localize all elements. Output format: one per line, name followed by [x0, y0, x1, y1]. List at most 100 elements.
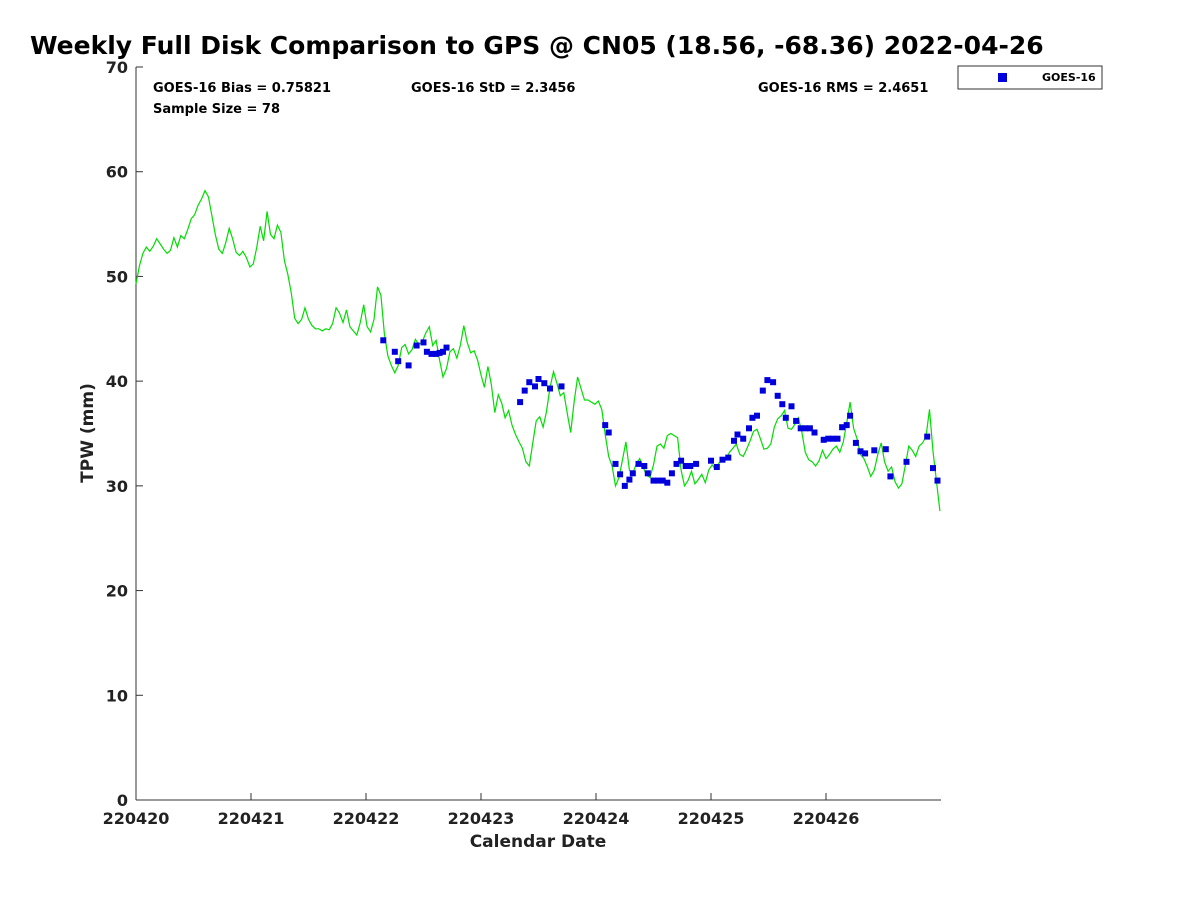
goes16-point	[839, 424, 846, 431]
goes16-point	[825, 435, 832, 442]
y-tick-label: 10	[106, 686, 128, 705]
std-stat: GOES-16 StD = 2.3456	[411, 81, 575, 96]
goes16-point	[602, 422, 609, 429]
goes16-point	[687, 463, 694, 469]
goes16-point	[612, 460, 619, 467]
goes16-point	[558, 383, 565, 390]
goes16-point	[693, 460, 700, 467]
goes16-point	[871, 447, 878, 454]
goes16-point	[436, 349, 443, 356]
goes16-point	[521, 387, 528, 394]
goes16-point	[749, 414, 756, 421]
goes16-point	[673, 460, 680, 467]
series-layer	[135, 189, 941, 512]
goes16-point	[650, 477, 657, 484]
x-tick-label: 220425	[678, 809, 745, 828]
gps-tpw-line	[135, 189, 941, 512]
goes16-point	[782, 414, 789, 421]
stats-block: GOES-16 Bias = 0.75821 GOES-16 StD = 2.3…	[153, 81, 928, 117]
goes16-point	[887, 473, 894, 480]
y-tick-label: 30	[106, 477, 128, 496]
goes16-point	[930, 465, 936, 472]
goes16-point	[644, 470, 651, 477]
goes16-point	[517, 399, 524, 406]
y-tick-label: 0	[117, 791, 128, 810]
legend-box	[957, 65, 1103, 90]
x-tick-label: 220424	[563, 809, 630, 828]
goes16-point	[380, 337, 387, 344]
goes16-point	[708, 457, 714, 464]
goes16-point	[731, 437, 737, 444]
x-tick-label: 220422	[333, 809, 400, 828]
goes16-point	[862, 450, 869, 457]
y-axis-label: TPW (mm)	[78, 383, 98, 483]
x-tick-label: 220420	[103, 809, 170, 828]
goes16-point	[626, 476, 633, 483]
goes16-point	[617, 471, 624, 478]
plot-area: 0 10 20 30 40 50 60 70 220420 220421 220422 220423…	[103, 58, 941, 828]
goes16-point	[852, 439, 859, 446]
goes16-point	[770, 379, 777, 386]
goes16-point	[797, 425, 804, 432]
goes16-point	[882, 446, 889, 453]
y-tick-label: 40	[106, 372, 128, 391]
goes16-point	[655, 477, 662, 484]
goes16-point	[443, 344, 450, 351]
goes16-point	[541, 380, 548, 387]
goes16-point	[779, 401, 786, 408]
goes16-point	[834, 435, 841, 442]
goes16-point	[605, 429, 612, 436]
goes16-point	[829, 435, 836, 442]
plot-background	[136, 67, 941, 800]
legend: GOES-16	[957, 65, 1103, 90]
goes16-point	[847, 412, 854, 419]
goes16-point	[843, 422, 850, 429]
chart-title: Weekly Full Disk Comparison to GPS @ CN0…	[30, 31, 1044, 60]
goes16-point	[535, 376, 542, 382]
goes16-point	[903, 458, 910, 465]
bias-stat: GOES-16 Bias = 0.75821	[153, 81, 331, 96]
y-tick-label: 20	[106, 582, 128, 601]
goes16-point	[635, 460, 642, 467]
goes16-point	[719, 456, 726, 463]
goes16-point	[820, 436, 827, 443]
goes16-point	[621, 482, 628, 489]
y-tick-label: 60	[106, 163, 128, 182]
goes16-point	[629, 470, 636, 477]
goes16-point	[678, 457, 685, 464]
goes16-point	[759, 387, 766, 394]
goes16-point	[754, 412, 760, 419]
goes16-point	[746, 425, 752, 432]
goes16-point	[806, 425, 813, 432]
x-tick-label: 220426	[793, 809, 860, 828]
y-tick-label: 70	[106, 58, 128, 77]
goes16-point	[405, 362, 412, 369]
goes16-point	[423, 348, 430, 355]
goes16-point	[725, 454, 732, 461]
rms-stat: GOES-16 RMS = 2.4651	[758, 81, 928, 96]
goes16-point	[764, 377, 771, 384]
goes16-point	[391, 348, 398, 355]
x-axis-ticks: 220420 220421 220422 220423 220424 220425 2204…	[103, 793, 860, 828]
legend-marker	[998, 73, 1007, 82]
goes16-point	[857, 448, 864, 455]
goes16-point	[526, 379, 533, 386]
goes16-point	[664, 479, 671, 486]
sample-size-stat: Sample Size = 78	[153, 102, 280, 117]
x-tick-label: 220423	[448, 809, 515, 828]
goes16-point	[924, 433, 931, 440]
goes16-point	[641, 463, 648, 469]
x-tick-label: 220421	[218, 809, 285, 828]
goes16-point	[428, 350, 435, 357]
goes16-point	[713, 464, 720, 470]
goes16-point	[793, 417, 800, 424]
goes16-point	[532, 383, 538, 390]
goes16-point	[802, 425, 809, 432]
legend-label: GOES-16	[1042, 71, 1096, 84]
goes16-point	[395, 358, 402, 365]
goes16-point	[682, 463, 689, 469]
goes16-point	[433, 350, 440, 357]
goes16-point	[420, 339, 427, 346]
goes16-point	[659, 477, 666, 484]
